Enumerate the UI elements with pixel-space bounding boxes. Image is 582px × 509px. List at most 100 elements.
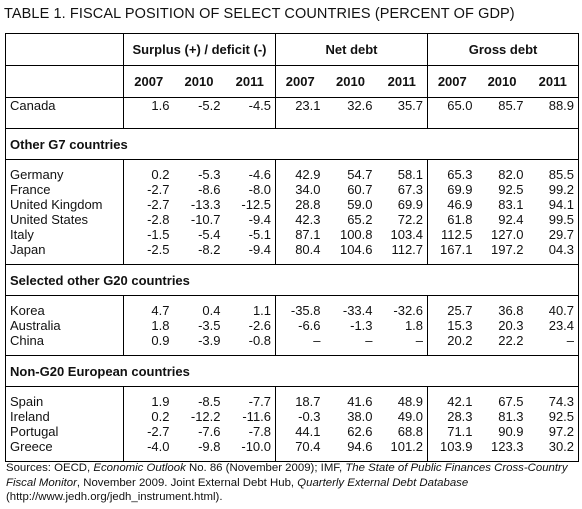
country-name: Italy — [5, 227, 124, 242]
value-cell: 100.8 — [339, 227, 373, 242]
value-cell: 99.5 — [527, 212, 580, 227]
value-cell: 32.6 — [324, 97, 377, 129]
value-cell: 28.3 — [427, 409, 477, 424]
value-cell: 42.9 — [275, 167, 325, 182]
value-cell: 62.6 — [347, 424, 373, 439]
spacer-row — [5, 295, 580, 304]
value-cell: 46.9 — [427, 197, 477, 212]
spacer-cell — [324, 454, 377, 462]
value-cell: 61.8 — [427, 212, 477, 227]
value-cell: -11.6 — [242, 409, 272, 424]
spacer-cell — [376, 348, 428, 356]
value-cell: 71.1 — [427, 424, 477, 439]
table-row: Canada 1.6 -5.2 -4.5 23.1 32.6 35.7 65.0 85.7 88.… — [5, 97, 580, 129]
spacer-cell — [377, 387, 428, 395]
spacer-cell — [5, 159, 124, 167]
value-cell: 18.7 — [275, 394, 325, 409]
spacer-cell — [224, 348, 276, 356]
value-cell: 65.2 — [347, 212, 373, 227]
spacer-cell — [5, 257, 124, 265]
table-row: France -2.7 -8.6 -8.0 34.0 60.7 67.3 69.9 92.5 99… — [5, 182, 580, 197]
year-header: 2010 — [476, 65, 528, 98]
year-header: 2007 — [123, 65, 174, 98]
value-cell: 92.5 — [498, 182, 524, 197]
value-cell: -3.9 — [198, 333, 221, 348]
country-name: United States — [5, 212, 124, 227]
value-cell: – — [365, 333, 373, 348]
source-title-fiscal-monitor: The State of Public Finances Cross-Count… — [6, 462, 568, 489]
spacer-cell — [225, 296, 276, 304]
sources-note: Sources: OECD, Economic Outlook No. 86 (… — [6, 461, 578, 505]
value-cell: 22.2 — [498, 333, 524, 348]
value-cell: 92.5 — [527, 409, 580, 424]
value-cell: 20.2 — [427, 333, 477, 348]
country-name: Portugal — [5, 424, 124, 439]
spacer-cell — [477, 296, 528, 304]
value-cell: 103.4 — [390, 227, 424, 242]
value-cell: -0.8 — [248, 333, 272, 348]
spacer-cell — [5, 295, 124, 303]
value-cell: 92.4 — [498, 212, 524, 227]
sources-text: (http://www.jedh.org/jedh_instrument.htm… — [6, 491, 223, 503]
spacer-cell — [174, 387, 225, 395]
value-cell: -0.3 — [275, 409, 325, 424]
value-cell: -8.5 — [198, 394, 221, 409]
table-row: United Kingdom -2.7 -13.3 -12.5 28.8 59.0 69.9… — [5, 197, 580, 212]
table-row: United States -2.8 -10.7 -9.4 42.3 65.2 72.2 61… — [5, 212, 580, 227]
spacer-cell — [275, 159, 325, 167]
spacer-cell — [123, 295, 174, 303]
value-cell: 127.0 — [490, 227, 524, 242]
group-header-gross-debt: Gross debt — [427, 33, 580, 66]
value-cell: 25.7 — [427, 303, 477, 318]
value-cell: 112.7 — [391, 242, 424, 257]
value-cell: -8.2 — [198, 242, 221, 257]
value-cell: -6.6 — [275, 318, 325, 333]
table-row: Korea 4.7 0.4 1.1 -35.8 -33.4 -32.6 25.7 36.8 40.… — [5, 303, 580, 318]
group-header-row: Surplus (+) / deficit (-) Net debt Gross… — [5, 33, 580, 66]
spacer-cell — [225, 387, 276, 395]
spacer-cell — [123, 159, 174, 167]
spacer-cell — [527, 348, 580, 356]
value-cell: 1.6 — [123, 97, 174, 129]
spacer-cell — [123, 386, 174, 394]
group-header-net-debt: Net debt — [275, 33, 428, 66]
spacer-cell — [123, 348, 174, 356]
value-cell: 167.1 — [427, 242, 477, 257]
spacer-cell — [527, 295, 580, 303]
table-row: China 0.9 -3.9 -0.8– – –20.2 22.2– — [5, 333, 580, 348]
value-cell: -8.6 — [198, 182, 221, 197]
value-cell: 41.6 — [347, 394, 373, 409]
value-cell: 58.1 — [397, 167, 424, 182]
spacer-cell — [527, 159, 580, 167]
value-cell: -10.7 — [190, 212, 221, 227]
year-header: 2011 — [224, 65, 276, 98]
value-cell: 94.6 — [347, 439, 373, 454]
value-cell: 20.3 — [498, 318, 524, 333]
country-name: Korea — [5, 303, 124, 318]
value-cell: -5.2 — [173, 97, 225, 129]
value-cell: 1.8 — [123, 318, 174, 333]
value-cell: -4.5 — [224, 97, 276, 129]
spacer-cell — [527, 454, 580, 462]
value-cell: 29.7 — [527, 227, 580, 242]
value-cell: 81.3 — [498, 409, 524, 424]
sources-text: , November 2009. Joint External Debt Hub… — [76, 476, 298, 489]
value-cell: 0.4 — [202, 303, 221, 318]
value-cell: 99.2 — [527, 182, 580, 197]
value-cell: 44.1 — [275, 424, 325, 439]
value-cell: 40.7 — [527, 303, 580, 318]
country-name: Spain — [5, 394, 124, 409]
value-cell: -7.7 — [248, 394, 272, 409]
value-cell: 68.8 — [397, 424, 424, 439]
fiscal-position-table: Surplus (+) / deficit (-) Net debt Gross… — [4, 33, 580, 462]
spacer-cell — [324, 348, 377, 356]
group-header-surplus: Surplus (+) / deficit (-) — [122, 33, 276, 66]
spacer-cell — [275, 348, 325, 356]
value-cell: 04.3 — [527, 242, 580, 257]
year-header: 2011 — [527, 65, 580, 98]
sources-text: Sources: OECD, — [6, 462, 94, 474]
value-cell: 80.4 — [275, 242, 325, 257]
spacer-cell — [476, 454, 528, 462]
year-header: 2010 — [173, 65, 225, 98]
value-cell: 103.9 — [427, 439, 477, 454]
